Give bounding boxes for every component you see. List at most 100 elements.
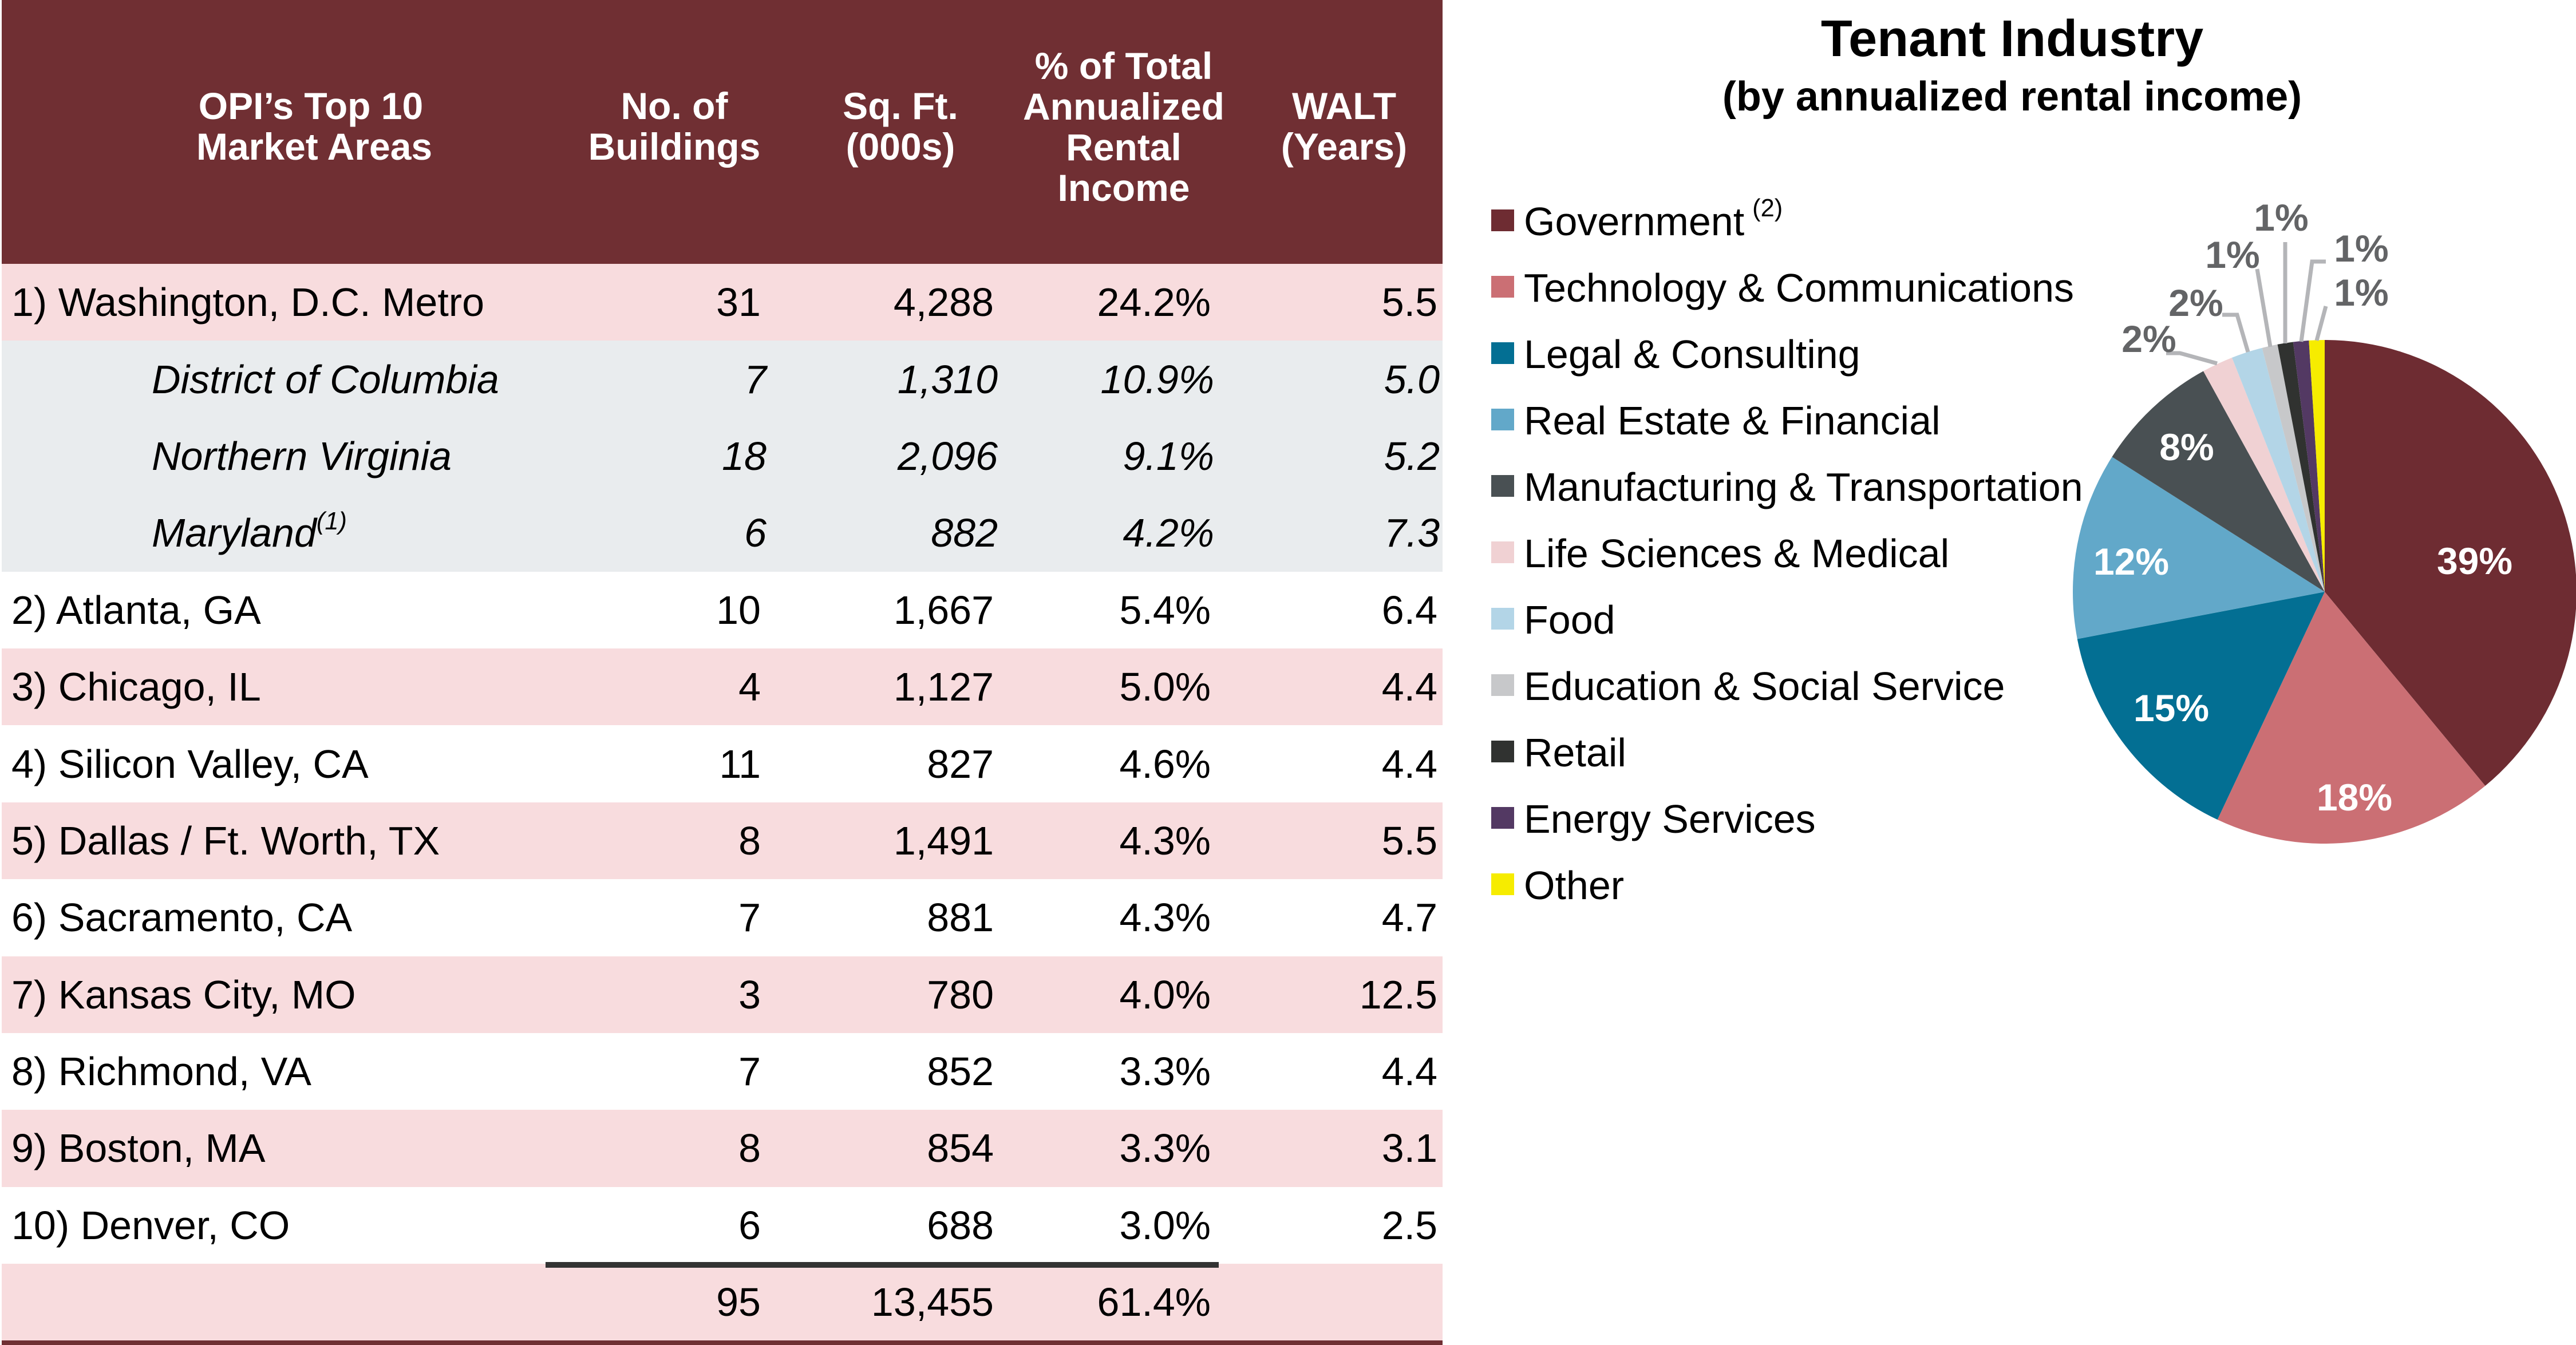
slice-data-label: 2% (2168, 282, 2223, 324)
legend-label-text: Retail (1524, 730, 1626, 775)
row-walt: 5.2 (1384, 433, 1440, 478)
row-sqft: 852 (927, 1049, 994, 1094)
header-buildings: No. of Buildings (586, 86, 763, 167)
legend-label-text: Legal & Consulting (1524, 332, 1860, 377)
header-line: Buildings (588, 125, 761, 168)
pie-slice (2112, 371, 2325, 592)
row-walt: 4.4 (1381, 741, 1437, 786)
row-sqft: 1,310 (897, 357, 998, 402)
row-pct: 9.1% (1123, 433, 1214, 478)
row-pct: 3.3% (1119, 1126, 1211, 1171)
row-name: 2) Atlanta, GA (11, 587, 261, 632)
legend-label: Real Estate & Financial (1524, 398, 1941, 444)
pie-slice (2262, 344, 2325, 592)
legend-label: Manufacturing & Transportation (1524, 464, 2083, 510)
pie-slice (2293, 340, 2325, 592)
table-row: 3) Chicago, IL 4 1,127 5.0% 4.4 (2, 648, 1443, 726)
row-sqft: 1,667 (893, 587, 994, 632)
slice-data-label: 2% (2121, 318, 2176, 360)
legend-swatch (1491, 409, 1514, 430)
row-name: 4) Silicon Valley, CA (11, 741, 369, 786)
leader-line (2299, 259, 2326, 342)
legend-label-text: Technology & Communications (1524, 266, 2075, 310)
pie-slice (2325, 340, 2576, 786)
header-market-areas: OPI’s Top 10 Market Areas (196, 85, 433, 168)
pie-slice (2217, 592, 2486, 844)
pie-slice (2077, 592, 2325, 820)
chart-subtitle: (by annualized rental income) (1722, 74, 2302, 120)
total-sqft: 13,455 (871, 1280, 994, 1325)
header-line: (Years) (1281, 125, 1408, 168)
table-row: 2) Atlanta, GA 10 1,667 5.4% 6.4 (2, 571, 1443, 648)
legend-swatch (1491, 541, 1514, 563)
chart-title: Tenant Industry (1820, 10, 2204, 68)
row-pct: 4.6% (1119, 741, 1211, 786)
table-subrow: Northern Virginia 18 2,096 9.1% 5.2 (2, 417, 1443, 495)
table-row: 8) Richmond, VA 7 852 3.3% 4.4 (2, 1033, 1443, 1110)
legend-label: Legal & Consulting (1524, 331, 1860, 377)
row-walt: 4.4 (1381, 664, 1437, 710)
row-pct: 3.0% (1119, 1202, 1211, 1248)
row-walt: 6.4 (1381, 587, 1437, 632)
header-line: Market Areas (196, 125, 433, 168)
row-name: 9) Boston, MA (11, 1126, 266, 1171)
table-row: 4) Silicon Valley, CA 11 827 4.6% 4.4 (2, 725, 1443, 802)
row-buildings: 8 (738, 818, 761, 863)
table-row: 7) Kansas City, MO 3 780 4.0% 12.5 (2, 956, 1443, 1033)
legend-swatch (1491, 209, 1514, 231)
row-buildings: 7 (744, 357, 767, 402)
row-sqft: 2,096 (897, 433, 998, 478)
row-buildings: 11 (719, 741, 761, 786)
leader-line (2166, 351, 2218, 366)
row-sqft: 1,127 (893, 664, 994, 710)
legend-label: Food (1524, 597, 1615, 643)
row-name: 10) Denver, CO (11, 1202, 290, 1248)
header-line: WALT (1291, 85, 1397, 127)
legend-swatch (1491, 608, 1514, 630)
header-line: % of Total (1034, 45, 1213, 87)
header-line: (000s) (846, 125, 955, 168)
legend-label: Education & Social Service (1524, 663, 2005, 709)
row-buildings: 7 (738, 895, 761, 940)
row-pct: 4.3% (1119, 895, 1211, 940)
slice-data-label: 1% (2254, 196, 2308, 239)
row-name: Maryland(1) (152, 509, 347, 553)
legend-label-text: Government (1524, 199, 1745, 244)
table-row: 5) Dallas / Ft. Worth, TX 8 1,491 4.3% 5.5 (2, 802, 1443, 880)
row-pct: 5.4% (1119, 587, 1211, 632)
row-walt: 7.3 (1384, 511, 1440, 556)
table-bottom-border (2, 1340, 1443, 1345)
header-line: Sq. Ft. (843, 85, 958, 127)
leader-line (2255, 268, 2273, 347)
legend-label: Energy Services (1524, 796, 1816, 842)
header-pct-rental-income: % of Total Annualized Rental Income (1009, 46, 1238, 208)
row-pct: 24.2% (1097, 280, 1211, 325)
header-line: Rental (1066, 126, 1182, 168)
header-line: OPI’s Top 10 (198, 85, 424, 127)
legend-swatch (1491, 741, 1514, 762)
slice-data-label: 1% (2334, 271, 2388, 314)
header-line: Annualized (1022, 85, 1224, 128)
legend-label-text: Education & Social Service (1524, 664, 2005, 709)
row-name: 8) Richmond, VA (11, 1049, 311, 1094)
row-sqft: 854 (927, 1126, 994, 1171)
row-sqft: 827 (927, 741, 994, 786)
row-sqft: 1,491 (893, 818, 994, 863)
table-total-row: 95 13,455 61.4% (2, 1262, 1443, 1341)
row-buildings: 7 (738, 1049, 761, 1094)
row-name: 3) Chicago, IL (11, 664, 261, 710)
legend-label-text: Real Estate & Financial (1524, 398, 1941, 443)
header-line: Income (1057, 167, 1190, 209)
pie-slice (2309, 340, 2325, 592)
row-walt: 5.5 (1381, 818, 1437, 863)
row-pct: 3.3% (1119, 1049, 1211, 1094)
legend-label-text: Food (1524, 598, 1615, 642)
legend-label: Technology & Communications (1524, 265, 2074, 311)
table-subrow: Maryland(1) 6 882 4.2% 7.3 (2, 495, 1443, 572)
legend-label-text: Other (1524, 863, 1625, 908)
header-line: No. of (621, 85, 728, 127)
row-buildings: 18 (722, 433, 767, 478)
row-name: District of Columbia (152, 357, 499, 402)
row-pct: 5.0% (1119, 664, 1211, 710)
legend-swatch (1491, 342, 1514, 364)
